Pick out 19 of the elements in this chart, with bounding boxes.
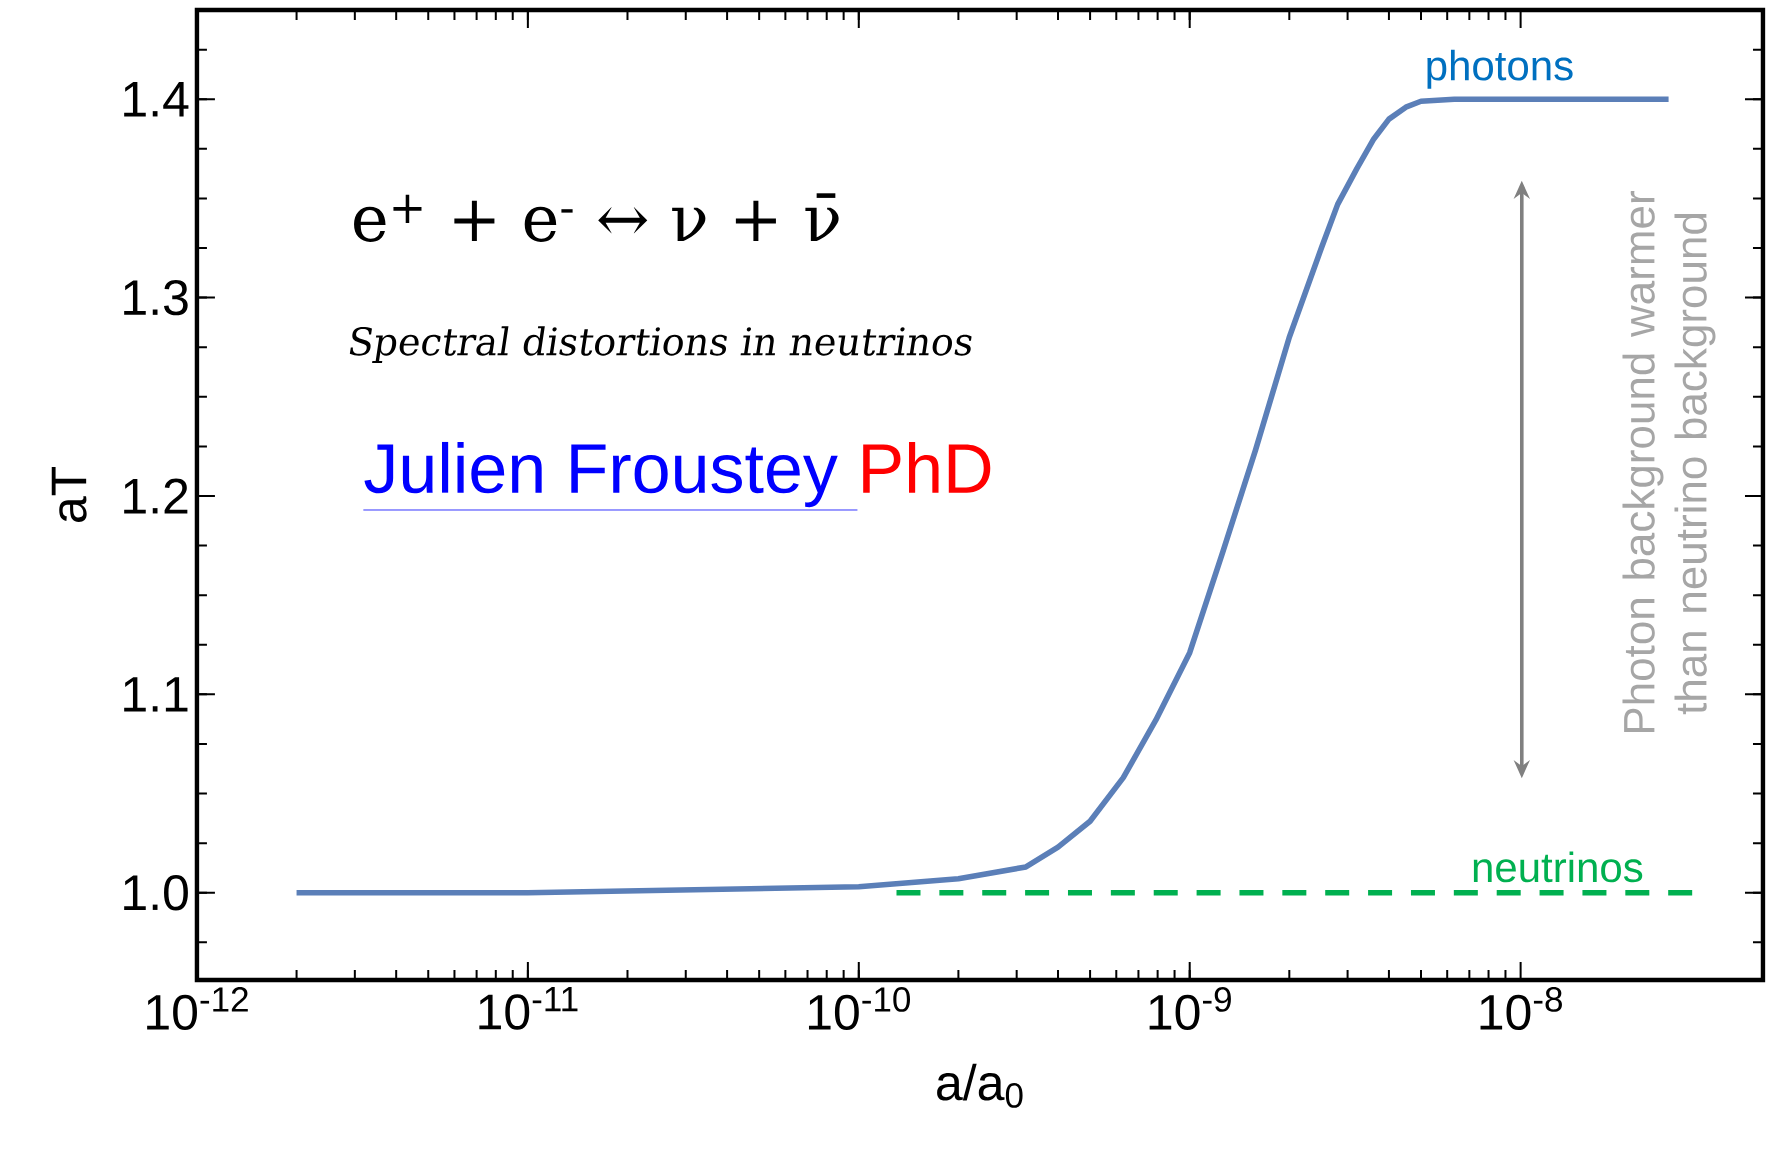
annotation: Spectral distortions in neutrinos <box>349 326 972 364</box>
x-tick-label: 10$^{-9}$ <box>1149 987 1231 1031</box>
series-label: neutrinos <box>1473 851 1643 883</box>
x-tick-label: 10$^{-12}$ <box>147 987 248 1031</box>
annotation: PhD <box>863 441 991 493</box>
annotation: e$^{+}$ + e$^{-}$ ↔ ν + ν̄ <box>354 193 839 242</box>
annotation: Julien Froustey <box>364 441 838 508</box>
series-label: photons <box>1427 49 1573 89</box>
y-tick-label: 1.2 <box>124 478 188 514</box>
annotation: Photon background warmer than neutrino background <box>1622 191 1716 733</box>
x-tick-label: 10$^{-11}$ <box>479 987 578 1030</box>
y-tick-label: 1.0 <box>124 875 188 911</box>
y-tick-label: 1.1 <box>124 677 188 712</box>
y-axis-title: aT <box>51 466 87 523</box>
x-tick-label: 10$^{-10}$ <box>808 987 911 1031</box>
x-tick-label: 10$^{-8}$ <box>1480 987 1562 1031</box>
y-tick-label: 1.3 <box>124 279 188 316</box>
x-axis-title: a/a$_{0}$ <box>937 1063 1023 1108</box>
y-tick-label: 1.4 <box>124 82 189 117</box>
